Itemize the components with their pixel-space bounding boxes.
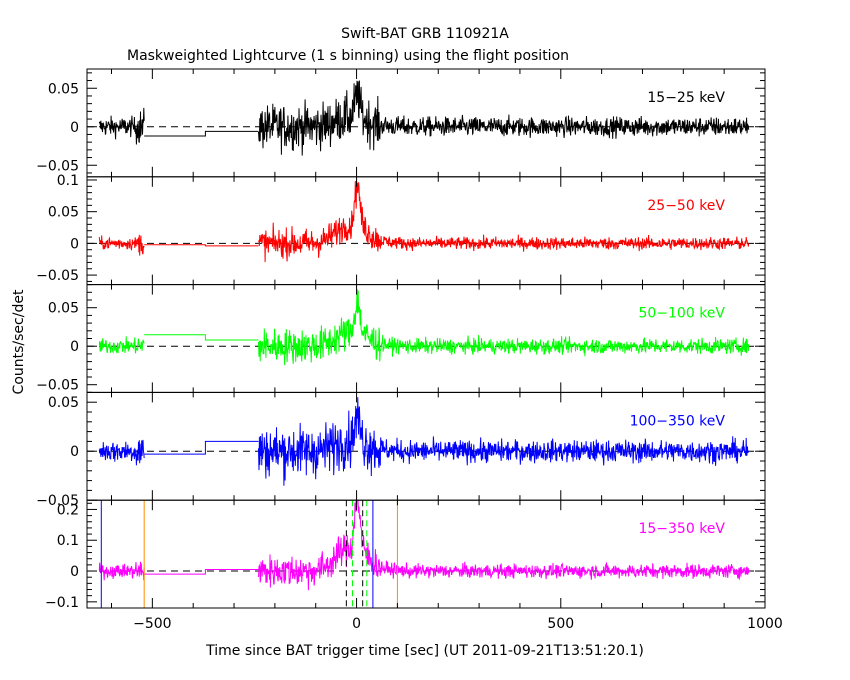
lightcurve-segment-1 — [98, 234, 145, 256]
y-tick-label: 0.05 — [48, 205, 79, 221]
chart-title: Swift-BAT GRB 110921A — [341, 26, 509, 42]
lightcurve-segment-1 — [98, 336, 145, 355]
gap-line — [144, 130, 259, 137]
series-1 — [98, 80, 750, 156]
y-tick-label: −0.05 — [36, 493, 79, 509]
y-tick-label: −0.05 — [36, 158, 79, 174]
gap-line — [144, 440, 259, 455]
lightcurve-segment-1 — [98, 561, 145, 581]
panel-frame — [86, 68, 766, 178]
panels-group: 0.05 0 −0.05 15−25 keV 0.1 0.05 0 −0.05 25−50 ke… — [36, 68, 783, 632]
panel-energy-label: 15−350 keV — [638, 521, 725, 537]
series-5 — [98, 500, 750, 591]
x-tick-label: 1000 — [747, 616, 783, 632]
gap-line — [144, 334, 259, 341]
panel-energy-label: 50−100 keV — [638, 306, 725, 322]
panel-3: 0.05 0 −0.05 50−100 keV — [36, 284, 766, 394]
gap-line — [144, 244, 259, 247]
x-tick-label: 0 — [352, 616, 361, 632]
lightcurve-segment-2 — [258, 80, 750, 156]
lightcurve-segment-2 — [258, 180, 750, 263]
panel-4: 0.05 0 −0.05 100−350 keV — [36, 391, 766, 509]
y-tick-label: 0 — [70, 120, 79, 136]
panel-energy-label: 25−50 keV — [647, 198, 725, 214]
y-tick-label: 0.05 — [48, 301, 79, 317]
y-tick-label: −0.1 — [45, 595, 79, 611]
series-4 — [98, 397, 750, 486]
x-axis-label: Time since BAT trigger time [sec] (UT 20… — [205, 643, 644, 659]
panel-frame — [86, 391, 766, 501]
y-tick-label: 0.1 — [57, 533, 79, 549]
y-tick-label: −0.05 — [36, 378, 79, 394]
y-tick-label: 0.05 — [48, 395, 79, 411]
x-tick-label: 500 — [547, 616, 574, 632]
y-tick-label: 0 — [70, 564, 79, 580]
panel-1: 0.05 0 −0.05 15−25 keV — [36, 68, 766, 178]
y-tick-label: −0.05 — [36, 268, 79, 284]
y-tick-label: 0.1 — [57, 173, 79, 189]
y-tick-label: 0.05 — [48, 81, 79, 97]
y-axis-label: Counts/sec/det — [11, 289, 27, 394]
panel-frame — [86, 499, 766, 609]
panel-energy-label: 15−25 keV — [647, 90, 725, 106]
lightcurve-segment-1 — [98, 439, 145, 466]
lightcurve-segment-2 — [258, 288, 750, 366]
chart-subtitle: Maskweighted Lightcurve (1 s binning) us… — [127, 48, 569, 64]
lightcurve-segment-1 — [98, 107, 145, 145]
series-2 — [98, 180, 750, 263]
y-tick-label: 0 — [70, 444, 79, 460]
x-tick-label: −500 — [133, 616, 171, 632]
y-tick-label: 0 — [70, 236, 79, 252]
panel-5: 0.2 0.1 0 −0.1 15−350 keV — [45, 499, 766, 611]
lightcurve-segment-2 — [258, 500, 750, 591]
gap-line — [144, 569, 259, 575]
y-tick-label: 0.2 — [57, 502, 79, 518]
panel-frame — [86, 176, 766, 286]
panel-2: 0.1 0.05 0 −0.05 25−50 keV — [36, 173, 766, 286]
panel-energy-label: 100−350 keV — [630, 413, 726, 429]
lightcurve-segment-2 — [258, 397, 750, 486]
series-3 — [98, 288, 750, 366]
y-tick-label: 0 — [70, 339, 79, 355]
